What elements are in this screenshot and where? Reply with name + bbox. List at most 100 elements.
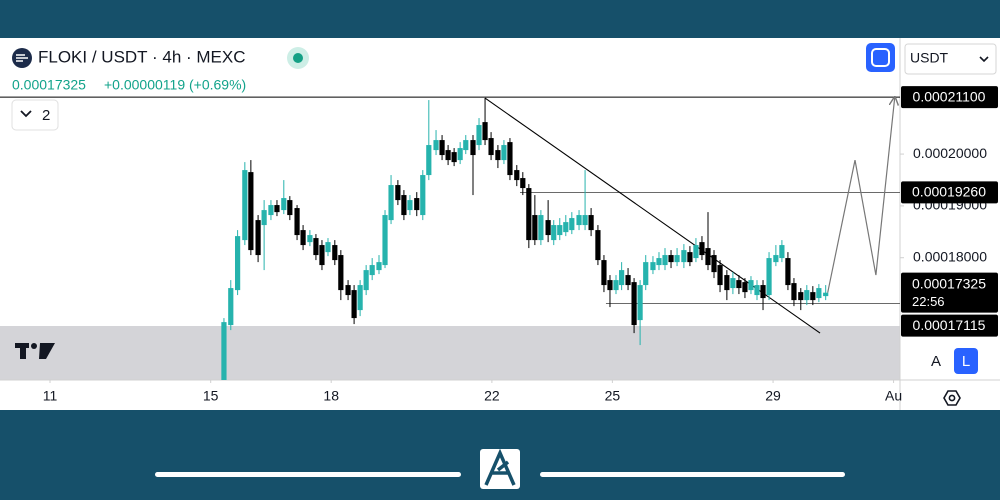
candle-body — [433, 140, 439, 151]
candle-body — [576, 215, 582, 226]
x-tick-label: 25 — [605, 388, 621, 404]
status-dot — [293, 53, 303, 63]
candle-body — [248, 172, 254, 251]
candle-body — [766, 258, 772, 296]
log-scale-label: L — [962, 353, 970, 370]
candle-body — [507, 142, 513, 176]
candle-body — [760, 285, 766, 299]
log-scale-button[interactable] — [954, 348, 978, 374]
candle-body — [457, 148, 463, 161]
candle-body — [338, 255, 344, 291]
candle-body — [804, 290, 810, 301]
candle-body — [307, 235, 313, 243]
auto-scale-button[interactable] — [925, 348, 947, 374]
candle-body — [268, 205, 274, 216]
settings-icon[interactable] — [943, 390, 961, 406]
x-tick-label: 29 — [765, 388, 781, 404]
candle-body — [643, 262, 649, 286]
candle-body — [711, 255, 717, 273]
candle-body — [376, 262, 382, 271]
candle-body — [532, 215, 538, 241]
chevron — [20, 110, 32, 118]
candle-body — [601, 260, 607, 286]
candle-body — [619, 270, 625, 286]
candle-body — [476, 125, 482, 146]
candle-body — [681, 250, 687, 263]
indicator-toggle[interactable] — [11, 99, 59, 131]
projection — [827, 97, 895, 293]
candle-body — [656, 258, 662, 266]
candle-body — [514, 170, 520, 181]
candle-body — [823, 292, 829, 297]
divider-right — [540, 472, 845, 477]
indicator-count: 2 — [42, 107, 50, 124]
candle-body — [582, 215, 588, 226]
divider-left — [155, 472, 461, 477]
candle-body — [382, 215, 388, 266]
candle-body — [526, 188, 532, 241]
candle-body — [705, 248, 711, 266]
x-tick-label: 15 — [203, 388, 219, 404]
candle-body — [699, 242, 705, 256]
candle-body — [625, 275, 631, 286]
candle-body — [388, 185, 394, 221]
candle-body — [313, 238, 319, 256]
candle-body — [426, 145, 432, 176]
candle-body — [810, 292, 816, 301]
candle-body — [637, 285, 643, 321]
price-line-box — [901, 86, 998, 109]
candle-body — [287, 200, 293, 216]
candle-body — [816, 288, 822, 299]
candle-body — [420, 175, 426, 216]
overlay-band — [0, 326, 900, 380]
candle-body — [563, 222, 569, 233]
candle-body — [798, 292, 804, 301]
candle-body — [332, 245, 338, 261]
x-tick-label: 22 — [484, 388, 500, 404]
candle-body — [281, 198, 287, 211]
candle-body — [551, 225, 557, 241]
price-line-label: 0.00017115 — [913, 317, 986, 333]
candle-body — [607, 280, 613, 291]
candle-body — [300, 230, 306, 246]
candle-body — [345, 285, 351, 296]
candle-body — [294, 208, 300, 236]
candle-body — [395, 185, 401, 201]
candle-body — [363, 270, 369, 291]
candle-body — [662, 255, 668, 266]
candle-body — [242, 170, 248, 241]
candle-body — [557, 225, 563, 236]
candle-body — [357, 285, 363, 311]
brand-logo — [480, 448, 520, 489]
candle-body — [325, 242, 331, 253]
candle-body — [463, 140, 469, 151]
last-price-box — [901, 272, 998, 313]
fullscreen-button[interactable] — [866, 43, 895, 72]
candle-body — [773, 255, 779, 263]
y-tick-label: 0.00018000 — [913, 248, 987, 264]
candle-body — [495, 150, 501, 161]
candle-body — [451, 152, 457, 163]
candle-body — [351, 290, 357, 319]
countdown-label: 22:56 — [912, 294, 945, 309]
candle-body — [779, 245, 785, 259]
price-line-box — [901, 314, 998, 337]
candle-body — [754, 285, 760, 296]
candle-body — [545, 220, 551, 236]
candle-body — [445, 150, 451, 161]
candle-body — [414, 198, 420, 211]
x-tick-label: Au — [885, 388, 902, 404]
candle-body — [482, 122, 488, 141]
candle-body — [674, 255, 680, 263]
candle-body — [631, 282, 637, 326]
plot-area — [0, 96, 900, 380]
currency-select[interactable] — [904, 43, 997, 75]
candle-body — [687, 252, 693, 263]
candle-body — [255, 220, 261, 256]
last-price-label: 0.00017325 — [912, 275, 986, 291]
symbol-title: FLOKI / USDT · 4h · MEXC — [38, 47, 246, 66]
candle-body — [668, 255, 674, 263]
candle-body — [274, 205, 280, 213]
tv-logo — [15, 343, 55, 359]
